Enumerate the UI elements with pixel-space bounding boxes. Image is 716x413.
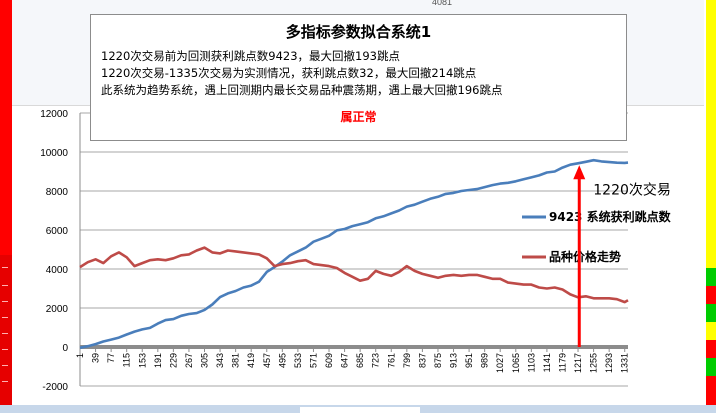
legend-label-1: 9423 系统获利跳点数: [549, 209, 672, 224]
sheet-tab[interactable]: [300, 407, 420, 413]
left-strip-marks: [0, 255, 12, 405]
x-tick-label: 685: [355, 353, 365, 368]
x-tick-label: 723: [371, 353, 381, 368]
x-tick-label: 1141: [542, 353, 552, 372]
y-tick-label: 12000: [40, 109, 68, 120]
x-tick-label: 1255: [589, 353, 599, 373]
y-tick-label: 4000: [46, 265, 69, 276]
series-layer: [79, 158, 629, 350]
x-tick-label: 647: [340, 353, 350, 368]
annotation-label: 1220次交易: [593, 181, 671, 198]
info-footer: 属正常: [340, 110, 377, 124]
x-tick-label: 381: [231, 353, 241, 368]
x-tick-label: 191: [153, 353, 163, 368]
x-tick-label: 571: [308, 353, 318, 368]
x-tick-label: 1179: [557, 353, 567, 372]
cell-value: 4081: [432, 0, 453, 7]
x-tick-label: 77: [106, 353, 116, 363]
x-tick-label: 343: [215, 353, 225, 368]
x-tick-label: 913: [449, 353, 459, 368]
x-tick-label: 761: [386, 353, 396, 368]
x-tick-label: 1: [75, 353, 85, 358]
x-tick-label: 115: [122, 353, 132, 367]
x-tick-label: 419: [246, 353, 256, 368]
x-tick-label: 39: [91, 353, 101, 363]
x-tick-label: 609: [324, 353, 334, 368]
x-tick-label: 267: [184, 353, 194, 368]
series-line-1: [79, 158, 629, 350]
right-color-strip: [704, 0, 716, 405]
annotation-layer: 1220次交易: [573, 165, 671, 347]
x-tick-label: 837: [417, 353, 427, 368]
x-tick-label: 153: [137, 353, 147, 368]
x-tick-label: 229: [168, 353, 178, 368]
y-tick-label: -2000: [42, 382, 68, 393]
x-tick-label: 875: [433, 353, 443, 368]
info-line-1: 1220次交易前为回测获利跳点数9423，最大回撤193跳点: [101, 49, 400, 63]
chart-area: [12, 105, 704, 406]
y-tick-label: 10000: [40, 148, 68, 159]
axis-layer: -2000 0 2000 4000 6000 8000 10000 12000 1 39 77 115…: [40, 109, 630, 393]
y-tick-label: 6000: [46, 226, 69, 237]
x-tick-label: 1217: [573, 353, 583, 373]
x-tick-label: 799: [402, 353, 412, 368]
x-tick-label: 1103: [526, 353, 536, 372]
x-tick-label: 495: [277, 353, 287, 368]
x-tick-label: 533: [293, 353, 303, 368]
y-tick-label: 8000: [46, 187, 69, 198]
x-tick-label: 305: [200, 353, 210, 368]
info-title: 多指标参数拟合系统1: [285, 23, 432, 41]
info-line-2: 1220次交易-1335次交易为实测情况，获利跳点数32，最大回撤214跳点: [101, 66, 477, 80]
info-line-3: 此系统为趋势系统，遇上回测期内最长交易品种震荡期，遇上最大回撤196跳点: [101, 83, 503, 97]
x-tick-label: 989: [480, 353, 490, 368]
x-tick-label: 1331: [620, 353, 630, 373]
legend-label-2: 品种价格走势: [549, 249, 621, 264]
info-text-box: 多指标参数拟合系统1 1220次交易前为回测获利跳点数9423，最大回撤193跳…: [90, 14, 627, 141]
x-tick-label: 951: [464, 353, 474, 368]
y-tick-label: 2000: [46, 304, 69, 315]
y-tick-label: 0: [62, 343, 68, 354]
annotation-arrow-head: [573, 165, 586, 180]
x-tick-label: 1027: [495, 353, 505, 373]
x-tick-label: 457: [262, 353, 272, 368]
series-line-2: [79, 246, 629, 304]
x-tick-label: 1065: [511, 353, 521, 373]
x-tick-label: 1293: [604, 353, 614, 373]
